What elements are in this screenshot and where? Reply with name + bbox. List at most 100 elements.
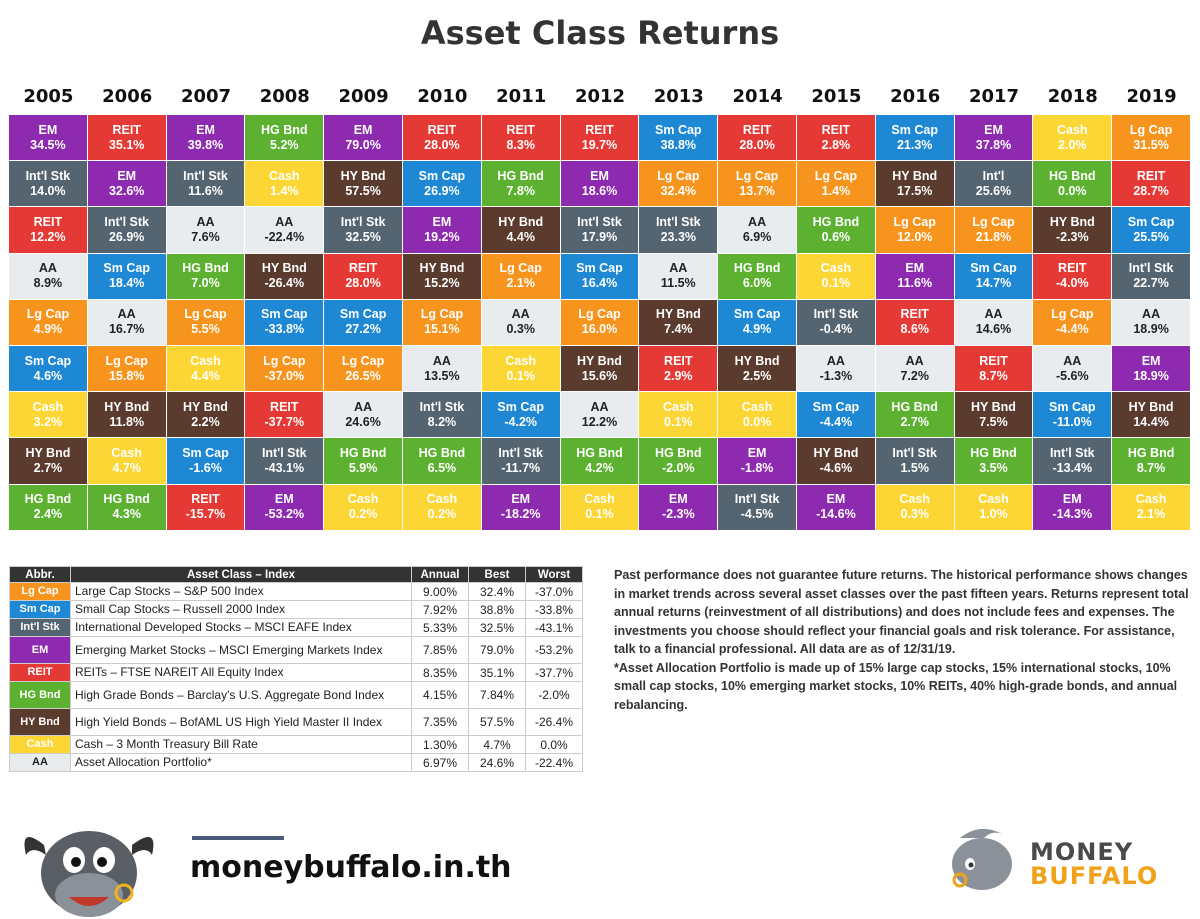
legend-row: Sm Cap Small Cap Stocks – Russell 2000 In… <box>9 600 583 619</box>
return-cell: Cash 0.2% <box>324 484 402 530</box>
legend-row: Int'l Stk International Developed Stocks … <box>9 618 583 637</box>
year-header-2013: 2013 <box>653 86 704 107</box>
legend-abbr: HG Bnd <box>9 681 71 709</box>
cell-asset-label: Cash <box>505 353 536 368</box>
cell-asset-label: Cash <box>1057 122 1088 137</box>
cell-return-value: 1.4% <box>821 183 851 198</box>
cell-asset-label: HG Bnd <box>261 122 308 137</box>
legend-asset-name: Large Cap Stocks – S&P 500 Index <box>70 582 412 601</box>
cell-asset-label: Sm Cap <box>24 353 72 368</box>
cell-asset-label: EM <box>590 168 609 183</box>
cell-return-value: 4.9% <box>742 322 772 337</box>
cell-return-value: 28.0% <box>424 137 460 152</box>
cell-return-value: -1.6% <box>189 460 222 475</box>
return-cell: HY Bnd 17.5% <box>875 161 954 207</box>
cell-asset-label: Sm Cap <box>891 122 938 137</box>
cell-asset-label: Sm Cap <box>812 399 860 414</box>
cell-asset-label: Lg Cap <box>578 307 621 322</box>
legend-abbr: Lg Cap <box>9 582 71 601</box>
cell-return-value: 4.6% <box>33 368 63 383</box>
cell-return-value: 8.3% <box>506 137 535 152</box>
return-cell: Cash 4.7% <box>87 438 166 484</box>
cell-return-value: 0.0% <box>1058 183 1087 198</box>
cell-asset-label: HG Bnd <box>812 214 860 229</box>
cell-asset-label: HG Bnd <box>576 445 623 460</box>
return-cell: Int'l Stk -0.4% <box>797 299 875 345</box>
cell-return-value: 57.5% <box>345 183 381 198</box>
legend-table: Abbr. Asset Class – Index Annual Best Wo… <box>9 566 583 772</box>
return-cell: Cash 0.1% <box>560 484 639 530</box>
cell-asset-label: Lg Cap <box>657 168 700 183</box>
cell-asset-label: Lg Cap <box>26 307 70 322</box>
legend-best: 7.84% <box>468 681 526 709</box>
cell-asset-label: EM <box>905 261 925 276</box>
cell-asset-label: EM <box>511 492 531 507</box>
cell-return-value: 18.9% <box>1133 322 1169 337</box>
cell-return-value: 27.2% <box>345 322 381 337</box>
cell-asset-label: HY Bnd <box>25 445 71 460</box>
cell-asset-label: AA <box>748 214 767 229</box>
cell-return-value: 7.8% <box>506 183 535 198</box>
cell-asset-label: Int'l Stk <box>813 307 859 322</box>
cell-asset-label: HY Bnd <box>104 399 150 414</box>
legend-best: 4.7% <box>468 735 526 754</box>
cell-asset-label: HG Bnd <box>339 445 387 460</box>
cell-asset-label: HY Bnd <box>734 353 780 368</box>
cell-return-value: 0.2% <box>427 507 457 522</box>
buffalo-mascot-icon <box>24 831 154 917</box>
legend-annual: 4.15% <box>411 681 469 709</box>
return-cell: HY Bnd 7.4% <box>639 299 718 345</box>
cell-return-value: 4.4% <box>191 368 220 383</box>
return-cell: Lg Cap 2.1% <box>481 253 560 299</box>
cell-return-value: 0.2% <box>348 507 378 522</box>
year-header-2012: 2012 <box>574 86 626 107</box>
cell-return-value: 37.8% <box>975 137 1012 152</box>
cell-asset-label: HG Bnd <box>497 168 544 183</box>
cell-return-value: -5.6% <box>1055 368 1089 383</box>
cell-asset-label: Int'l Stk <box>104 214 150 229</box>
return-cell: EM 18.6% <box>560 161 639 207</box>
return-cell: AA 18.9% <box>1112 299 1190 345</box>
cell-return-value: 28.0% <box>345 276 381 291</box>
legend-row: Lg Cap Large Cap Stocks – S&P 500 Index 9.… <box>9 582 583 601</box>
cell-asset-label: AA <box>1063 353 1082 368</box>
cell-return-value: 0.1% <box>585 507 614 522</box>
legend-worst: -37.0% <box>525 582 583 601</box>
return-cell: HY Bnd -2.3% <box>1033 207 1112 253</box>
return-cell: REIT 8.6% <box>875 299 954 345</box>
cell-asset-label: HY Bnd <box>419 261 465 276</box>
cell-return-value: 11.8% <box>109 414 145 429</box>
cell-return-value: 7.0% <box>191 276 220 291</box>
cell-asset-label: HG Bnd <box>103 492 150 507</box>
return-cell: AA 7.2% <box>875 346 954 392</box>
return-cell: Int'l Stk 14.0% <box>9 161 87 207</box>
year-header-2019: 2019 <box>1126 86 1177 107</box>
cell-asset-label: Cash <box>347 492 379 507</box>
legend-abbr: EM <box>9 636 71 664</box>
return-cell: Lg Cap 26.5% <box>324 346 402 392</box>
cell-asset-label: AA <box>354 399 373 414</box>
cell-return-value: 11.6% <box>897 276 933 291</box>
website-url[interactable]: moneybuffalo.in.th <box>190 850 512 885</box>
cell-return-value: 16.7% <box>108 322 145 337</box>
cell-asset-label: Int'l Stk <box>498 445 544 460</box>
header-worst: Worst <box>525 566 583 583</box>
return-cell: HG Bnd 6.5% <box>403 438 481 484</box>
cell-asset-label: HG Bnd <box>418 445 466 460</box>
cell-asset-label: Cash <box>1135 492 1167 507</box>
return-cell: HG Bnd 0.0% <box>1033 161 1112 207</box>
return-cell: HG Bnd 4.3% <box>87 484 166 530</box>
cell-return-value: 14.6% <box>975 322 1012 337</box>
cell-asset-label: REIT <box>1136 168 1166 183</box>
cell-return-value: 16.0% <box>581 322 618 337</box>
year-header-2008: 2008 <box>259 86 310 107</box>
cell-return-value: 0.3% <box>506 322 535 337</box>
cell-return-value: 17.9% <box>581 229 618 244</box>
legend-row: HY Bnd High Yield Bonds – BofAML US High … <box>9 708 583 736</box>
cell-asset-label: AA <box>38 261 57 276</box>
legend-worst: -33.8% <box>525 600 583 619</box>
return-cell: REIT -15.7% <box>166 484 245 530</box>
legend-abbr: Int'l Stk <box>9 618 71 637</box>
cell-return-value: 25.6% <box>975 183 1012 198</box>
return-cell: Cash 0.1% <box>481 346 560 392</box>
